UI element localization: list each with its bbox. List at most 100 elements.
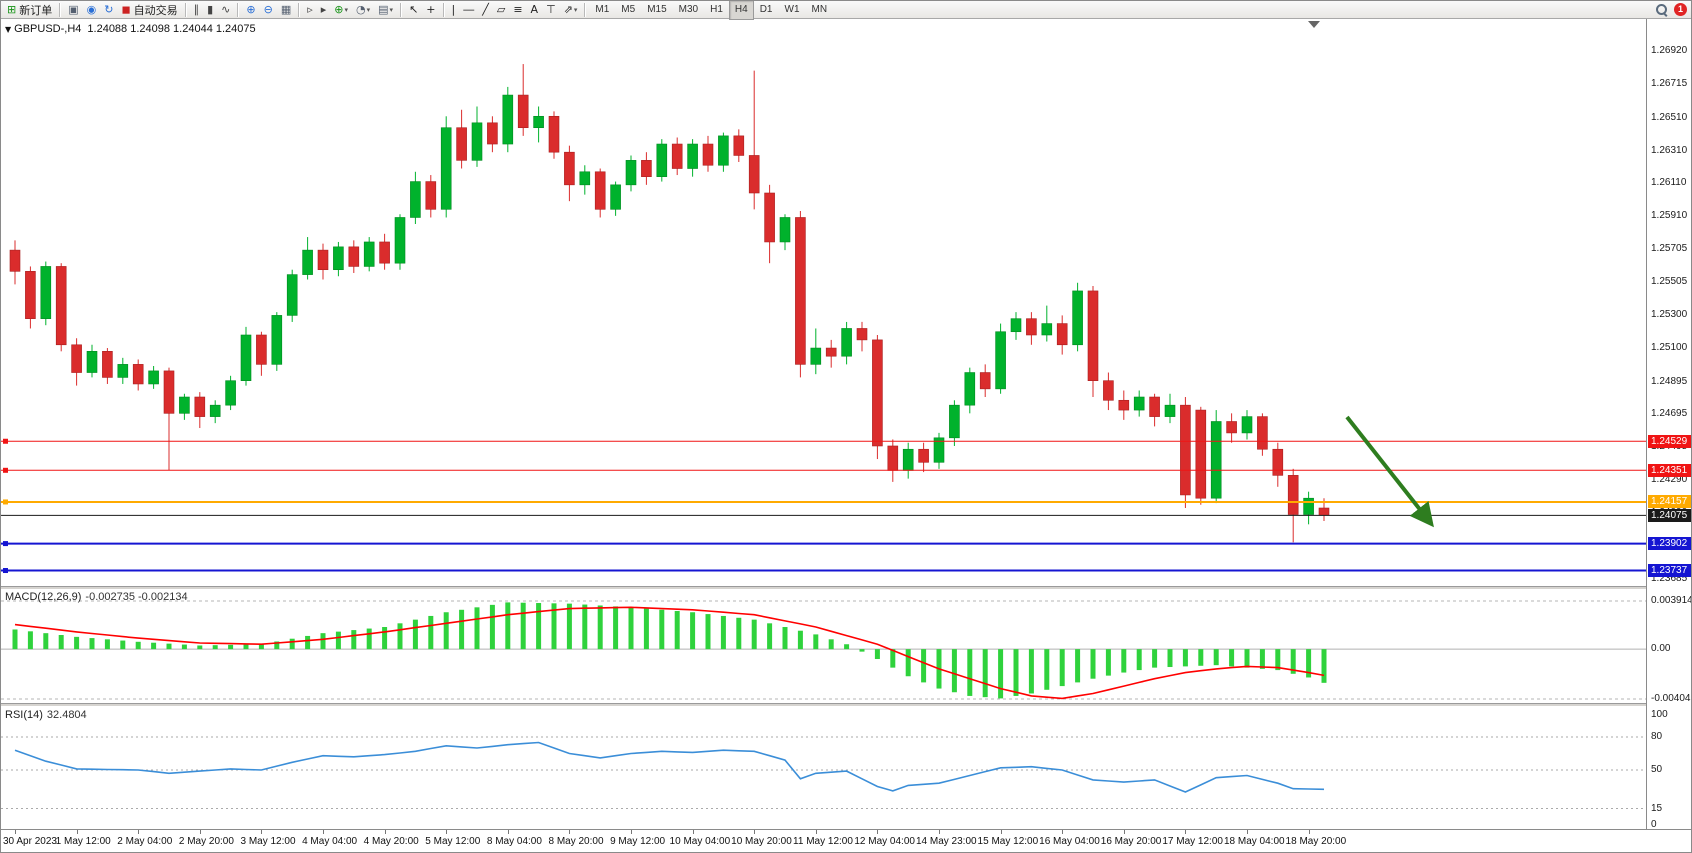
tile-windows-button[interactable]: ▦ <box>278 1 294 19</box>
candle-body <box>440 127 452 210</box>
macd-histogram-bar <box>120 640 126 650</box>
candle-body <box>25 271 36 319</box>
fibonacci-button[interactable]: ≡ <box>510 1 525 19</box>
candle-body <box>132 364 144 385</box>
label-button[interactable]: ⊤ <box>543 1 559 19</box>
macd-histogram-bar <box>566 603 572 650</box>
price-axis[interactable]: 1.26920 1.26715 1.26510 1.26310 1.26110 1.259… <box>1646 19 1691 852</box>
macd-histogram-bar <box>212 645 218 650</box>
price-axis-label: 1.25910 <box>1651 209 1688 221</box>
profile-button[interactable]: ◉ <box>84 1 100 19</box>
time-axis-tick <box>692 830 694 834</box>
candle-body <box>1087 290 1099 381</box>
dropdown-caret-icon: ▾ <box>389 5 394 14</box>
notification-badge[interactable]: 1 <box>1674 3 1687 16</box>
macd-histogram-bar <box>1013 649 1019 696</box>
timeframe-D1[interactable]: D1 <box>759 4 773 15</box>
candle-body <box>949 404 960 439</box>
time-axis-tick <box>138 830 140 834</box>
macd-histogram-bar <box>58 635 64 650</box>
rsi-name: RSI(14) <box>5 709 43 721</box>
timeframe-M15[interactable]: M15 <box>647 4 667 15</box>
chart-area[interactable]: ▼ GBPUSD-,H4 1.24088 1.24098 1.24044 1.240… <box>1 19 1691 852</box>
panel-separator[interactable] <box>1 586 1691 589</box>
vertical-line-button[interactable]: | <box>449 1 459 19</box>
shapes-button[interactable]: ⇗ ▾ <box>561 1 581 19</box>
candle-body <box>1072 290 1083 346</box>
time-axis-label: 2 May 20:00 <box>178 836 234 847</box>
line-chart-button[interactable]: ∿ <box>218 1 233 19</box>
timeframe-M5[interactable]: M5 <box>621 4 636 15</box>
macd-histogram-bar <box>1152 649 1158 668</box>
macd-histogram-bar <box>320 633 326 650</box>
timeframe-MN[interactable]: MN <box>811 4 828 15</box>
time-axis-label: 1 May 12:00 <box>55 836 111 847</box>
time-axis-tick <box>631 830 632 834</box>
macd-histogram-bar <box>228 644 234 650</box>
timeframe-M30[interactable]: M30 <box>678 4 699 15</box>
toolbar-separator <box>59 2 62 17</box>
tile-windows-icon: ▦ <box>280 2 292 16</box>
macd-histogram-bar <box>643 608 649 650</box>
hlines-layer <box>1 438 1646 574</box>
indicators-icon: ⊕ <box>334 2 344 16</box>
candle-body <box>1287 475 1299 515</box>
timeframe-W1[interactable]: W1 <box>784 4 800 15</box>
time-axis-label: 8 May 04:00 <box>486 836 542 847</box>
candle-body <box>1026 318 1037 336</box>
autotrade-button[interactable]: ◼ 自动交易 <box>118 1 180 19</box>
chart-shift-button[interactable]: ▸ <box>318 1 330 19</box>
zoom-out-button[interactable]: ⊖ <box>261 1 276 19</box>
candle-body <box>379 241 390 264</box>
time-axis-tick <box>15 830 16 834</box>
chart-canvas[interactable] <box>1 1 1646 853</box>
price-axis-label: 1.26920 <box>1651 45 1688 56</box>
price-axis-label: 1.23685 <box>1651 573 1688 584</box>
fibonacci-icon: ≡ <box>513 2 523 16</box>
macd-histogram-bar <box>628 607 634 650</box>
macd-histogram-bar <box>474 607 480 650</box>
panel-separator[interactable] <box>1 703 1691 706</box>
channel-button[interactable]: ▱ <box>494 1 508 19</box>
candle-body <box>748 155 760 194</box>
new-order-button[interactable]: ⊞ 新订单 <box>4 1 55 19</box>
community-button[interactable]: ↻ <box>101 1 116 19</box>
crosshair-button[interactable]: + <box>423 1 438 19</box>
down-arrow-annotation <box>1345 415 1434 528</box>
one-click-trading-toggle[interactable]: ▼ <box>5 25 12 34</box>
strategy-tester-button[interactable]: ▹ <box>304 1 316 19</box>
macd-histogram-bar <box>305 635 311 650</box>
candle-body <box>1056 323 1068 346</box>
toolbar-buttons: ⊞ 新订单 ▣ ◉ ↻ ◼ 自动交易 ∥ ▮ ∿ ⊕ ⊖ ▦ ▹ ▸ ⊕ ▾ ◔ ▾ ▤ ▾ ↖ + | ― ╱ ▱ ≡ A ⊤ ⇗ ▾ <box>3 1 589 19</box>
search-icon[interactable] <box>1655 3 1668 17</box>
bar-chart-button[interactable]: ∥ <box>191 1 203 19</box>
horizontal-line-button[interactable]: ― <box>460 1 477 19</box>
periods-button[interactable]: ◔ ▾ <box>353 1 373 19</box>
toolbar: ⊞ 新订单 ▣ ◉ ↻ ◼ 自动交易 ∥ ▮ ∿ ⊕ ⊖ ▦ ▹ ▸ ⊕ ▾ ◔ ▾ ▤ ▾ ↖ + | ― ╱ ▱ ≡ A ⊤ ⇗ ▾ M1… <box>1 1 1691 20</box>
trendline-button[interactable]: ╱ <box>479 1 492 19</box>
candle-body <box>702 143 714 166</box>
time-axis-label: 14 May 23:00 <box>915 836 977 847</box>
indicators-button[interactable]: ⊕ ▾ <box>331 1 351 19</box>
macd-histogram-bar <box>135 641 141 650</box>
timeframe-M1[interactable]: M1 <box>595 4 610 15</box>
time-axis-tick <box>323 830 324 834</box>
cursor-button[interactable]: ↖ <box>406 1 421 19</box>
time-axis-label: 16 May 04:00 <box>1039 836 1100 847</box>
candle-body <box>1149 396 1160 417</box>
templates-button[interactable]: ▤ ▾ <box>375 1 396 19</box>
timeframe-H4[interactable]: H4 <box>728 1 754 20</box>
timeframe-H1[interactable]: H1 <box>710 4 723 15</box>
macd-histogram-bar <box>1229 649 1235 667</box>
text-button[interactable]: A <box>528 1 542 19</box>
time-axis[interactable]: 30 Apr 2023 1 May 12:00 2 May 04:00 2 May 2… <box>1 829 1691 852</box>
candlestick-button[interactable]: ▮ <box>204 1 216 19</box>
timeframe-toolbar: M1 M5 M15 M30 H1 H4 D1 W1 MN <box>589 1 833 20</box>
macd-signal-line <box>14 606 1325 700</box>
profile-icon: ◉ <box>86 2 97 16</box>
zoom-in-button[interactable]: ⊕ <box>243 1 258 19</box>
candle-body <box>40 266 52 319</box>
time-axis-label: 4 May 04:00 <box>302 836 358 847</box>
chart-window-button[interactable]: ▣ <box>65 1 81 19</box>
